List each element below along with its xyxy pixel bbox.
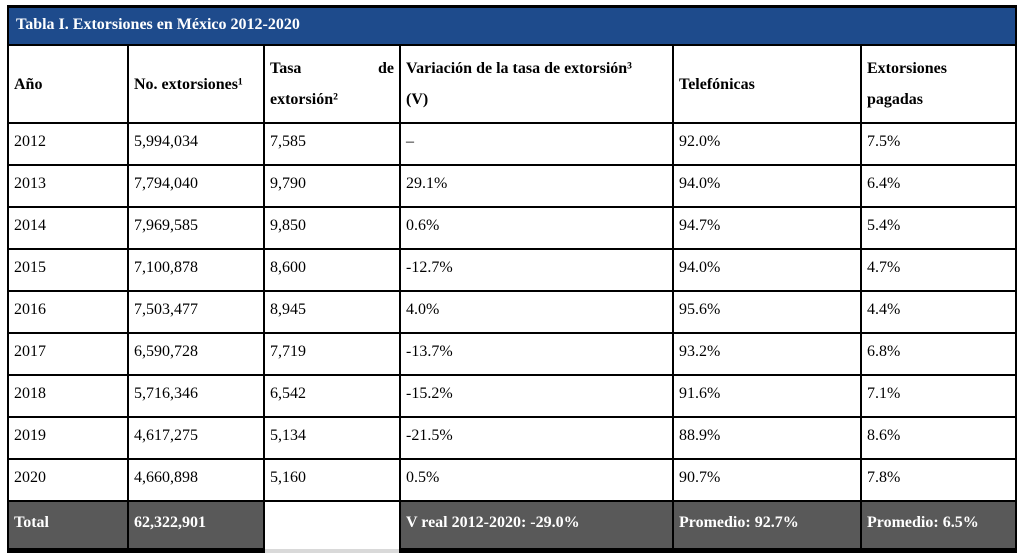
title-row: Tabla I. Extorsiones en México 2012-2020 bbox=[6, 5, 1018, 46]
header-justified-line: Tasa de bbox=[270, 53, 394, 84]
cell-year: 2012 bbox=[7, 122, 129, 166]
cell-extorsiones: 7,503,477 bbox=[127, 290, 265, 334]
cell-variacion: -15.2% bbox=[399, 374, 674, 418]
cell-pagadas: 8.6% bbox=[859, 416, 1018, 460]
table-row-2016: 2016 7,503,477 8,945 4.0% 95.6% 4.4% bbox=[7, 290, 1018, 334]
cell-extorsiones: 5,994,034 bbox=[127, 122, 265, 166]
cell-telefonicas: 94.0% bbox=[672, 248, 862, 292]
cell-year: 2017 bbox=[7, 332, 129, 376]
cell-extorsiones: 7,969,585 bbox=[127, 206, 265, 250]
header-line-v: (V) bbox=[406, 91, 429, 108]
header-line-extorsion: extorsión² bbox=[270, 91, 338, 108]
total-promedio-telefonicas: Promedio: 92.7% bbox=[672, 500, 862, 553]
cell-tasa: 8,600 bbox=[263, 248, 401, 292]
cell-tasa: 6,542 bbox=[263, 374, 401, 418]
table-row-2013: 2013 7,794,040 9,790 29.1% 94.0% 6.4% bbox=[7, 164, 1018, 208]
cell-telefonicas: 91.6% bbox=[672, 374, 862, 418]
cell-pagadas: 4.4% bbox=[859, 290, 1018, 334]
cell-pagadas: 4.7% bbox=[859, 248, 1018, 292]
total-label: Total bbox=[7, 500, 129, 553]
total-promedio-pagadas: Promedio: 6.5% bbox=[859, 500, 1018, 553]
cell-extorsiones: 7,100,878 bbox=[127, 248, 265, 292]
cell-pagadas: 7.5% bbox=[859, 122, 1018, 166]
col-header-telefonicas: Telefónicas bbox=[672, 44, 862, 124]
cell-telefonicas: 94.0% bbox=[672, 164, 862, 208]
table-row-2015: 2015 7,100,878 8,600 -12.7% 94.0% 4.7% bbox=[7, 248, 1018, 292]
col-header-no-extorsiones: No. extorsiones¹ bbox=[127, 44, 265, 124]
cell-tasa: 5,134 bbox=[263, 416, 401, 460]
cell-pagadas: 6.8% bbox=[859, 332, 1018, 376]
cell-telefonicas: 93.2% bbox=[672, 332, 862, 376]
cell-telefonicas: 88.9% bbox=[672, 416, 862, 460]
cell-tasa: 8,945 bbox=[263, 290, 401, 334]
cell-year: 2020 bbox=[7, 458, 129, 502]
table-row-2014: 2014 7,969,585 9,850 0.6% 94.7% 5.4% bbox=[7, 206, 1018, 250]
table-row-2017: 2017 6,590,728 7,719 -13.7% 93.2% 6.8% bbox=[7, 332, 1018, 376]
col-header-ano: Año bbox=[7, 44, 129, 124]
cell-extorsiones: 6,590,728 bbox=[127, 332, 265, 376]
col-header-tasa-extorsion: Tasa de extorsión² bbox=[263, 44, 401, 124]
cell-variacion: 4.0% bbox=[399, 290, 674, 334]
total-v-real: V real 2012-2020: -29.0% bbox=[399, 500, 674, 553]
header-word-tasa: Tasa bbox=[270, 60, 302, 77]
total-extorsiones: 62,322,901 bbox=[127, 500, 265, 553]
cell-telefonicas: 92.0% bbox=[672, 122, 862, 166]
table-row-2020: 2020 4,660,898 5,160 0.5% 90.7% 7.8% bbox=[7, 458, 1018, 502]
table-row-2012: 2012 5,994,034 7,585 – 92.0% 7.5% bbox=[7, 122, 1018, 166]
cell-pagadas: 7.8% bbox=[859, 458, 1018, 502]
cell-year: 2019 bbox=[7, 416, 129, 460]
cell-year: 2014 bbox=[7, 206, 129, 250]
cell-variacion: -21.5% bbox=[399, 416, 674, 460]
cell-variacion: – bbox=[399, 122, 674, 166]
cell-extorsiones: 7,794,040 bbox=[127, 164, 265, 208]
cell-pagadas: 6.4% bbox=[859, 164, 1018, 208]
header-row: Año No. extorsiones¹ Tasa de extorsión² V… bbox=[7, 44, 1018, 124]
cell-variacion: 0.5% bbox=[399, 458, 674, 502]
cell-telefonicas: 90.7% bbox=[672, 458, 862, 502]
cell-variacion: -12.7% bbox=[399, 248, 674, 292]
cell-extorsiones: 5,716,346 bbox=[127, 374, 265, 418]
table-row-2019: 2019 4,617,275 5,134 -21.5% 88.9% 8.6% bbox=[7, 416, 1018, 460]
cell-extorsiones: 4,617,275 bbox=[127, 416, 265, 460]
header-line-pagadas: pagadas bbox=[867, 91, 924, 108]
cell-tasa: 9,850 bbox=[263, 206, 401, 250]
cell-year: 2016 bbox=[7, 290, 129, 334]
table-title: Tabla I. Extorsiones en México 2012-2020 bbox=[6, 5, 1018, 46]
cell-tasa: 7,585 bbox=[263, 122, 401, 166]
cell-telefonicas: 95.6% bbox=[672, 290, 862, 334]
cell-tasa: 5,160 bbox=[263, 458, 401, 502]
cell-variacion: 0.6% bbox=[399, 206, 674, 250]
header-line-variacion: Variación de la tasa de extorsión³ bbox=[406, 60, 632, 77]
cell-extorsiones: 4,660,898 bbox=[127, 458, 265, 502]
header-word-de: de bbox=[378, 60, 394, 77]
cell-variacion: 29.1% bbox=[399, 164, 674, 208]
table-row-2018: 2018 5,716,346 6,542 -15.2% 91.6% 7.1% bbox=[7, 374, 1018, 418]
col-header-variacion: Variación de la tasa de extorsión³ (V) bbox=[399, 44, 674, 124]
cell-pagadas: 5.4% bbox=[859, 206, 1018, 250]
cell-tasa: 7,719 bbox=[263, 332, 401, 376]
total-empty-cell bbox=[263, 500, 401, 553]
col-header-extorsiones-pagadas: Extorsiones pagadas bbox=[859, 44, 1018, 124]
cell-year: 2013 bbox=[7, 164, 129, 208]
header-line-extorsiones: Extorsiones bbox=[867, 60, 947, 77]
cell-tasa: 9,790 bbox=[263, 164, 401, 208]
extorsiones-table: Tabla I. Extorsiones en México 2012-2020… bbox=[6, 5, 1018, 553]
cell-variacion: -13.7% bbox=[399, 332, 674, 376]
cell-year: 2018 bbox=[7, 374, 129, 418]
total-row: Total 62,322,901 V real 2012-2020: -29.0… bbox=[7, 500, 1018, 553]
cell-telefonicas: 94.7% bbox=[672, 206, 862, 250]
cell-year: 2015 bbox=[7, 248, 129, 292]
cell-pagadas: 7.1% bbox=[859, 374, 1018, 418]
